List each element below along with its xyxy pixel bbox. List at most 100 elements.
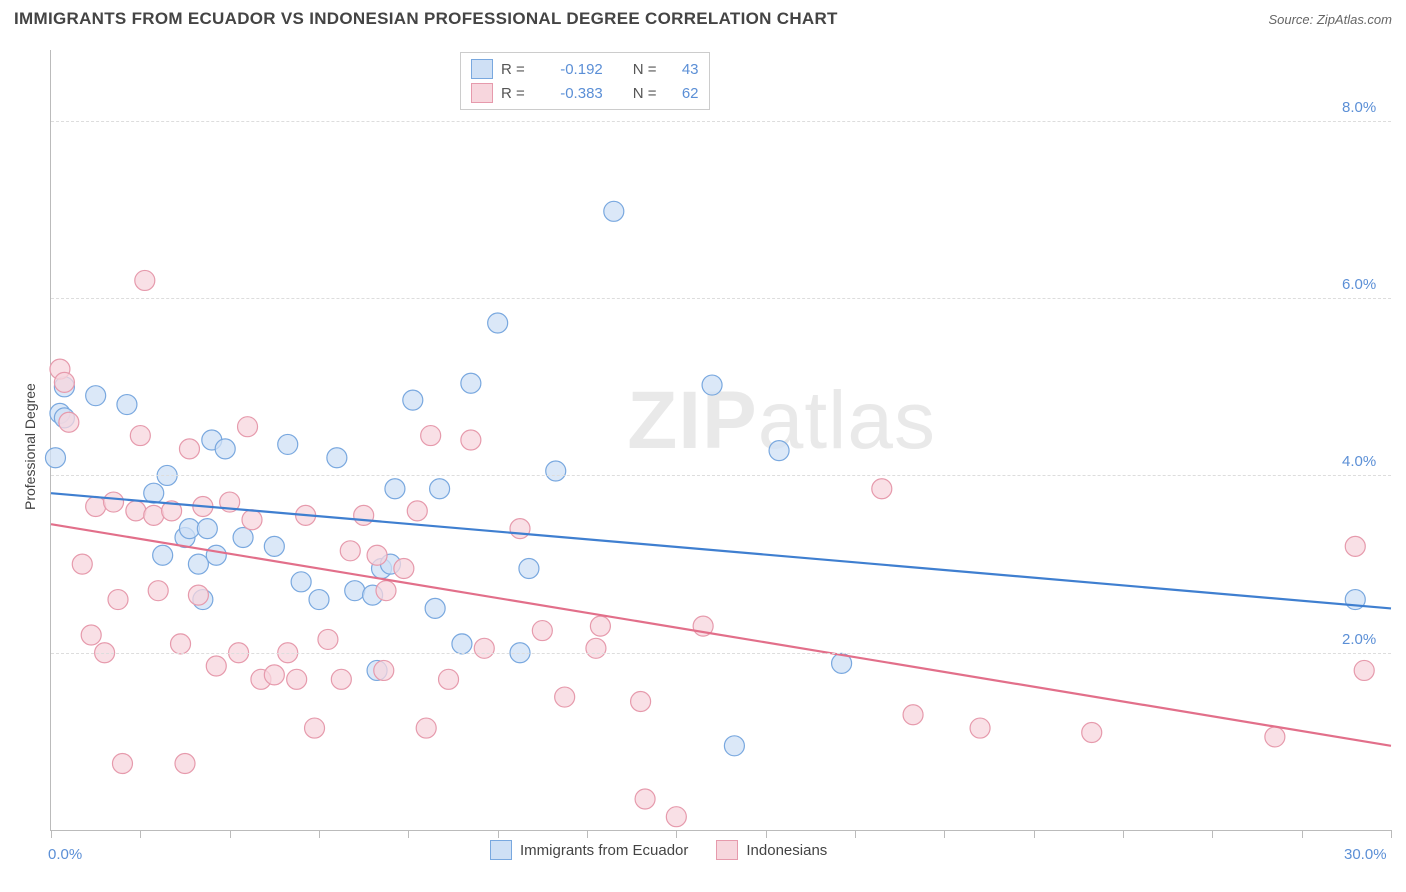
data-point-indonesian [374,660,394,680]
gridline-h [51,475,1391,476]
data-point-indonesian [331,669,351,689]
data-point-indonesian [631,691,651,711]
y-axis-label: Professional Degree [22,383,38,510]
x-tick [1302,830,1303,838]
data-point-indonesian [238,417,258,437]
data-point-indonesian [81,625,101,645]
data-point-ecuador [327,448,347,468]
r-value: -0.383 [533,85,603,102]
source-attribution: Source: ZipAtlas.com [1268,12,1392,27]
data-point-ecuador [45,448,65,468]
data-point-ecuador [291,572,311,592]
legend-swatch-ecuador [471,59,493,79]
data-point-indonesian [104,492,124,512]
data-point-ecuador [488,313,508,333]
data-point-ecuador [233,528,253,548]
data-point-ecuador [86,386,106,406]
data-point-indonesian [112,754,132,774]
data-point-indonesian [148,581,168,601]
x-tick [51,830,52,838]
gridline-h [51,298,1391,299]
data-point-ecuador [278,434,298,454]
data-point-indonesian [416,718,436,738]
data-point-indonesian [1354,660,1374,680]
data-point-ecuador [546,461,566,481]
legend-label: Immigrants from Ecuador [520,842,688,859]
data-point-indonesian [126,501,146,521]
data-point-indonesian [206,656,226,676]
data-point-ecuador [430,479,450,499]
trend-line-indonesian [51,524,1391,746]
data-point-ecuador [264,536,284,556]
scatter-plot-area: ZIPatlas [50,50,1391,831]
data-point-indonesian [367,545,387,565]
series-legend: Immigrants from Ecuador Indonesians [490,840,827,860]
data-point-indonesian [1082,723,1102,743]
data-point-ecuador [604,201,624,221]
data-point-indonesian [171,634,191,654]
legend-swatch-indonesian [716,840,738,860]
data-point-ecuador [769,441,789,461]
data-point-indonesian [510,519,530,539]
x-axis-min-label: 0.0% [48,846,82,863]
data-point-indonesian [287,669,307,689]
data-point-indonesian [144,505,164,525]
x-tick [408,830,409,838]
legend-stat-row-ecuador: R =-0.192N =43 [471,57,699,81]
legend-stat-row-indonesian: R =-0.383N =62 [471,81,699,105]
data-point-indonesian [394,559,414,579]
x-tick [766,830,767,838]
data-point-indonesian [175,754,195,774]
data-point-indonesian [666,807,686,827]
data-point-indonesian [188,585,208,605]
data-point-indonesian [72,554,92,574]
data-point-indonesian [439,669,459,689]
chart-title: IMMIGRANTS FROM ECUADOR VS INDONESIAN PR… [14,9,838,29]
x-tick [230,830,231,838]
data-point-indonesian [86,496,106,516]
data-point-ecuador [153,545,173,565]
x-tick [944,830,945,838]
data-point-indonesian [1345,536,1365,556]
data-point-indonesian [903,705,923,725]
data-point-indonesian [54,372,74,392]
x-tick [319,830,320,838]
data-point-indonesian [108,590,128,610]
x-tick [1123,830,1124,838]
data-point-ecuador [519,559,539,579]
legend-label: Indonesians [746,842,827,859]
data-point-ecuador [179,519,199,539]
data-point-indonesian [970,718,990,738]
data-point-indonesian [407,501,427,521]
legend-item-indonesian: Indonesians [716,840,827,860]
legend-swatch-ecuador [490,840,512,860]
x-tick [587,830,588,838]
n-label: N = [633,85,657,102]
data-point-indonesian [555,687,575,707]
data-point-indonesian [586,638,606,658]
data-point-indonesian [305,718,325,738]
data-point-indonesian [354,505,374,525]
data-point-indonesian [179,439,199,459]
x-tick [498,830,499,838]
data-point-indonesian [1265,727,1285,747]
r-label: R = [501,85,525,102]
data-point-ecuador [345,581,365,601]
data-point-indonesian [242,510,262,530]
trend-line-ecuador [51,493,1391,608]
y-tick-label: 6.0% [1342,276,1376,293]
data-point-ecuador [206,545,226,565]
gridline-h [51,121,1391,122]
data-point-indonesian [461,430,481,450]
n-label: N = [633,61,657,78]
n-value: 43 [665,61,699,78]
data-point-indonesian [872,479,892,499]
data-point-indonesian [135,270,155,290]
data-point-ecuador [724,736,744,756]
gridline-h [51,653,1391,654]
data-point-indonesian [130,426,150,446]
r-label: R = [501,61,525,78]
data-point-indonesian [318,629,338,649]
data-point-ecuador [197,519,217,539]
legend-swatch-indonesian [471,83,493,103]
